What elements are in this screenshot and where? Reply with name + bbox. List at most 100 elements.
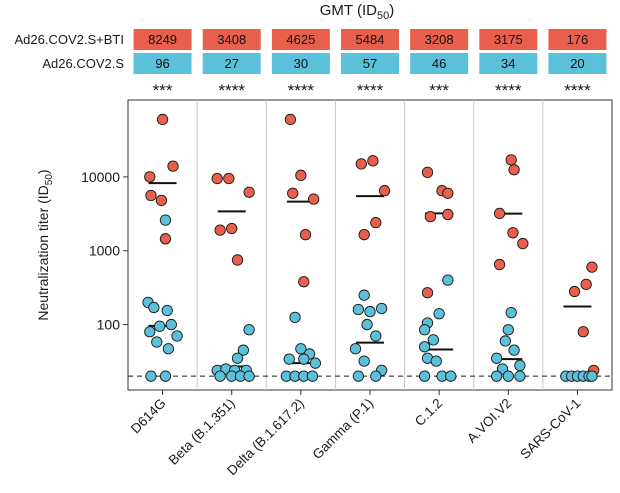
- point-ad26-cov2-s-c-1-2-3: [418, 324, 431, 336]
- y-tick-label-10000: 10000: [81, 169, 120, 185]
- point-ad26-cov2-s-bti-beta-b-1-351-2: [243, 186, 255, 198]
- x-tick-label-beta-b-1-351: Beta (B.1.351): [166, 396, 238, 468]
- gmt-value-ad26-cov2-s-bti-delta-b-1-617-2: 4625: [286, 32, 315, 47]
- point-ad26-cov2-s-bti-delta-b-1-617-2-4: [299, 229, 312, 241]
- significance-beta-b-1-351: ****: [218, 81, 245, 100]
- point-ad26-cov2-s-gamma-p-1-0: [358, 289, 370, 301]
- gmt-value-ad26-cov2-s-beta-b-1-351: 27: [224, 56, 238, 71]
- point-ad26-cov2-s-d614g-3: [161, 304, 173, 317]
- significance-sars-cov-1: ****: [564, 81, 591, 100]
- gmt-cell-ad26-cov2-s-c-1-2: [410, 53, 469, 74]
- point-ad26-cov2-s-bti-d614g-0: [156, 113, 169, 126]
- gmt-value-ad26-cov2-s-delta-b-1-617-2: 30: [294, 56, 308, 71]
- point-ad26-cov2-s-c-1-2-1: [433, 308, 445, 320]
- point-ad26-cov2-s-d614g-1: [148, 301, 160, 314]
- gmt-cell-ad26-cov2-s-bti-gamma-p-1: [341, 29, 399, 50]
- point-ad26-cov2-s-bti-beta-b-1-351-5: [231, 254, 244, 266]
- x-tick-label-delta-b-1-617-2: Delta (B.1.617.2): [224, 396, 307, 479]
- significance-c-1-2: ***: [429, 81, 449, 100]
- significance-delta-b-1-617-2: ****: [288, 81, 315, 100]
- y-tick-label-100: 100: [97, 317, 121, 333]
- y-axis-ticks: 100 1000 10000: [81, 169, 128, 333]
- point-ad26-cov2-s-bti-delta-b-1-617-2-5: [298, 276, 310, 288]
- gmt-title-subscript: 50: [377, 10, 389, 22]
- gmt-title-close: ): [389, 2, 394, 19]
- y-tick-label-1000: 1000: [89, 243, 120, 259]
- point-ad26-cov2-s-delta-b-1-617-2-9: [306, 370, 319, 382]
- point-ad26-cov2-s-gamma-p-1-3: [364, 305, 376, 318]
- gmt-row-label-ad26-cov2-s: Ad26.COV2.S: [42, 56, 124, 71]
- point-ad26-cov2-s-sars-cov-1-5: [586, 370, 598, 382]
- gmt-value-ad26-cov2-s-c-1-2: 46: [432, 56, 446, 71]
- significance-gamma-p-1: ****: [357, 81, 384, 100]
- significance-d614g: ***: [153, 81, 173, 100]
- point-ad26-cov2-s-bti-beta-b-1-351-3: [214, 224, 226, 236]
- point-ad26-cov2-s-bti-c-1-2-4: [442, 208, 454, 221]
- point-ad26-cov2-s-gamma-p-1-6: [349, 343, 362, 355]
- x-tick-label-c-1-2: C.1.2: [412, 396, 445, 429]
- x-tick-label-d614g: D614G: [128, 396, 169, 437]
- point-ad26-cov2-s-a-voi-v2-7: [514, 370, 526, 382]
- point-ad26-cov2-s-bti-beta-b-1-351-1: [223, 172, 235, 185]
- point-ad26-cov2-s-bti-gamma-p-1-2: [378, 185, 391, 197]
- point-ad26-cov2-s-gamma-p-1-1: [375, 302, 388, 315]
- variant-separators: [196, 100, 544, 390]
- gmt-value-ad26-cov2-s-bti-a-voi-v2: 3175: [494, 32, 523, 47]
- point-ad26-cov2-s-bti-c-1-2-2: [442, 187, 454, 199]
- point-ad26-cov2-s-d614g-9: [162, 343, 175, 355]
- point-ad26-cov2-s-delta-b-1-617-2-1: [295, 343, 307, 355]
- gmt-cell-ad26-cov2-s-beta-b-1-351: [202, 53, 261, 74]
- point-ad26-cov2-s-bti-delta-b-1-617-2-2: [287, 187, 299, 199]
- point-ad26-cov2-s-d614g-4: [154, 320, 166, 332]
- point-ad26-cov2-s-bti-delta-b-1-617-2-0: [284, 113, 297, 126]
- point-ad26-cov2-s-bti-gamma-p-1-0: [355, 158, 367, 170]
- point-ad26-cov2-s-d614g-5: [165, 318, 177, 331]
- y-axis-label-subscript: 50: [44, 174, 55, 186]
- point-ad26-cov2-s-beta-b-1-351-7: [214, 370, 226, 382]
- point-ad26-cov2-s-bti-d614g-2: [144, 171, 156, 183]
- point-ad26-cov2-s-a-voi-v2-3: [508, 344, 520, 356]
- gmt-cell-ad26-cov2-s-d614g: [133, 53, 192, 74]
- point-ad26-cov2-s-bti-sars-cov-1-2: [568, 285, 581, 298]
- point-ad26-cov2-s-delta-b-1-617-2-3: [283, 353, 295, 365]
- data-points: [142, 113, 600, 382]
- gmt-cell-ad26-cov2-s-bti-c-1-2: [410, 29, 469, 50]
- x-tick-label-sars-cov-1: SARS-CoV-1: [517, 396, 583, 462]
- gmt-cell-ad26-cov2-s-sars-cov-1: [548, 53, 607, 74]
- gmt-cell-ad26-cov2-s-delta-b-1-617-2: [271, 53, 330, 74]
- point-ad26-cov2-s-beta-b-1-351-10: [243, 370, 255, 382]
- point-ad26-cov2-s-d614g-11: [159, 370, 172, 382]
- point-ad26-cov2-s-gamma-p-1-7: [358, 355, 370, 367]
- point-ad26-cov2-s-a-voi-v2-4: [491, 352, 503, 364]
- gmt-cell-ad26-cov2-s-bti-a-voi-v2: [479, 29, 538, 50]
- y-axis-label-close: ): [35, 169, 51, 174]
- point-ad26-cov2-s-gamma-p-1-9: [352, 370, 365, 382]
- significance-row: *** **** **** **** *** **** ****: [153, 81, 591, 100]
- point-ad26-cov2-s-d614g-6: [144, 326, 156, 338]
- point-ad26-cov2-s-beta-b-1-351-0: [243, 324, 255, 336]
- gmt-cell-ad26-cov2-s-gamma-p-1: [341, 53, 399, 74]
- point-ad26-cov2-s-delta-b-1-617-2-4: [298, 353, 310, 365]
- point-ad26-cov2-s-bti-gamma-p-1-3: [370, 217, 382, 229]
- point-ad26-cov2-s-bti-gamma-p-1-4: [358, 229, 370, 241]
- point-ad26-cov2-s-a-voi-v2-1: [502, 324, 514, 336]
- point-ad26-cov2-s-c-1-2-5: [418, 341, 431, 353]
- point-ad26-cov2-s-bti-a-voi-v2-5: [493, 258, 506, 271]
- point-ad26-cov2-s-bti-sars-cov-1-0: [586, 261, 598, 273]
- point-ad26-cov2-s-gamma-p-1-4: [361, 318, 373, 331]
- point-ad26-cov2-s-gamma-p-1-2: [352, 303, 365, 316]
- point-ad26-cov2-s-bti-d614g-5: [159, 233, 172, 245]
- y-axis-label: Neutralization titer (ID50): [35, 169, 55, 320]
- gmt-title: GMT (ID50): [320, 2, 394, 22]
- point-ad26-cov2-s-c-1-2-4: [427, 334, 439, 346]
- gmt-cell-ad26-cov2-s-bti-beta-b-1-351: [202, 29, 261, 50]
- point-ad26-cov2-s-bti-a-voi-v2-3: [507, 227, 519, 239]
- x-tick-label-gamma-p-1: Gamma (P.1): [309, 396, 376, 463]
- significance-a-voi-v2: ****: [495, 81, 522, 100]
- point-ad26-cov2-s-d614g-2: [159, 214, 172, 226]
- point-ad26-cov2-s-a-voi-v2-5: [514, 359, 526, 372]
- point-ad26-cov2-s-d614g-7: [171, 330, 183, 342]
